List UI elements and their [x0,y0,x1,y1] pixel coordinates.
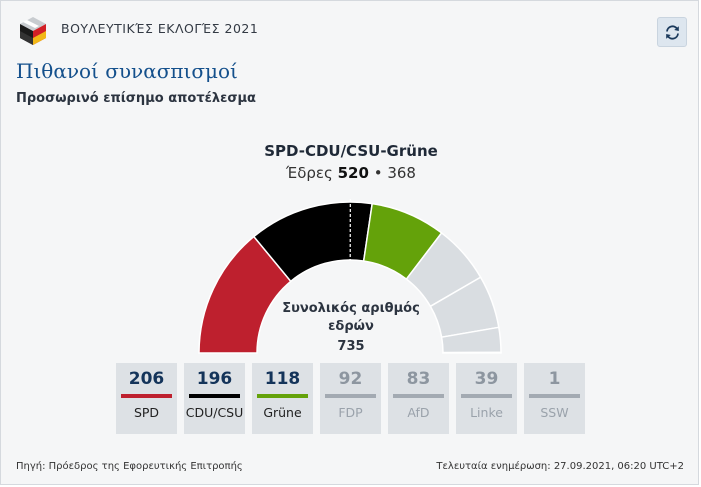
party-color-bar [257,394,308,398]
party-color-bar [325,394,376,398]
party-seats: 92 [338,369,363,389]
total-seats-value: 735 [337,339,365,354]
page-title: Πιθανοί συνασπισμοί [16,59,238,83]
party-seats: 1 [548,369,561,389]
party-card-spd[interactable]: 206 SPD [116,363,177,434]
parliament-chart [198,198,502,354]
coalition-seat-count: 520 [337,164,369,182]
ballot-box-icon [20,17,46,45]
party-name: CDU/CSU [185,405,244,420]
party-name: Linke [470,405,503,420]
coalition-name: SPD-CDU/CSU-Grüne [264,142,438,160]
party-seats: 83 [406,369,431,389]
party-seats: 118 [264,369,301,389]
party-seats: 206 [128,369,165,389]
party-color-bar [189,394,240,398]
total-seats-label: Συνολικός αριθμός εδρών [282,301,420,334]
party-name: Grüne [263,405,302,420]
party-seats: 39 [474,369,499,389]
refresh-button[interactable] [657,17,687,47]
party-name: AfD [407,405,430,420]
party-seats: 196 [196,369,233,389]
party-card-cdu-csu[interactable]: 196 CDU/CSU [184,363,245,434]
refresh-icon [666,25,679,40]
page-subtitle: Προσωρινό επίσημο αποτέλεσμα [16,91,256,106]
party-card-linke[interactable]: 39 Linke [456,363,517,434]
party-card-afd[interactable]: 83 AfD [388,363,449,434]
party-card-ssw[interactable]: 1 SSW [524,363,585,434]
party-card-fdp[interactable]: 92 FDP [320,363,381,434]
party-name: SSW [540,405,569,420]
footer-source: Πηγή: Πρόεδρος της Εφορευτικής Επιτροπής [16,461,243,472]
party-color-bar [461,394,512,398]
footer-updated: Τελευταία ενημέρωση: 27.09.2021, 06:20 U… [436,461,684,472]
party-name: FDP [338,405,363,420]
header-title: ΒΟΥΛΕΥΤΙΚΈΣ ΕΚΛΟΓΈΣ 2021 [61,21,259,36]
party-name: SPD [133,405,160,420]
seats-label: Έδρες [286,164,333,182]
party-color-bar [121,394,172,398]
majority-threshold: 368 [387,164,416,182]
seats-separator: • [373,164,383,182]
party-color-bar [393,394,444,398]
coalition-seats: Έδρες 520 • 368 [201,164,501,182]
party-card-gruene[interactable]: 118 Grüne [252,363,313,434]
party-color-bar [529,394,580,398]
hemicycle-segment-ssw [442,351,502,354]
